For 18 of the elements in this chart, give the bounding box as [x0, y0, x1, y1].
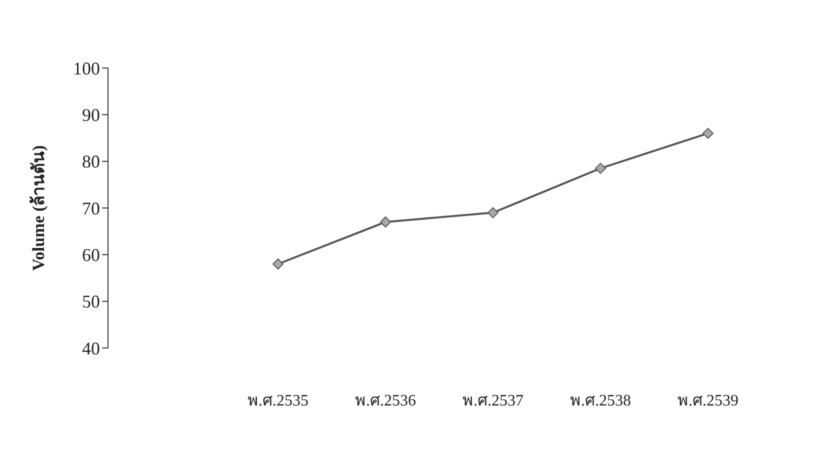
x-tick-label: พ.ศ.2537 — [462, 392, 524, 410]
point — [380, 216, 391, 228]
x-tick-label: พ.ศ.2536 — [355, 392, 416, 410]
point — [488, 207, 498, 218]
point — [595, 162, 606, 174]
y-tick-label: 40 — [82, 338, 100, 358]
point — [702, 128, 714, 139]
y-tick-label: 90 — [82, 105, 100, 126]
point — [272, 258, 284, 270]
x-tick-label: พ.ศ.2535 — [248, 392, 308, 410]
y-tick-label: 50 — [82, 292, 100, 312]
y-tick-label: 100 — [73, 58, 100, 78]
y-axis-title: Volume (ล้านตัน) — [29, 145, 48, 271]
x-tick-label: พ.ศ.2538 — [570, 392, 631, 410]
y-tick-label: 70 — [82, 198, 100, 218]
x-tick-label: พ.ศ.2539 — [678, 392, 738, 410]
y-tick-label: 80 — [82, 152, 100, 172]
y-tick-label: 60 — [82, 245, 100, 266]
